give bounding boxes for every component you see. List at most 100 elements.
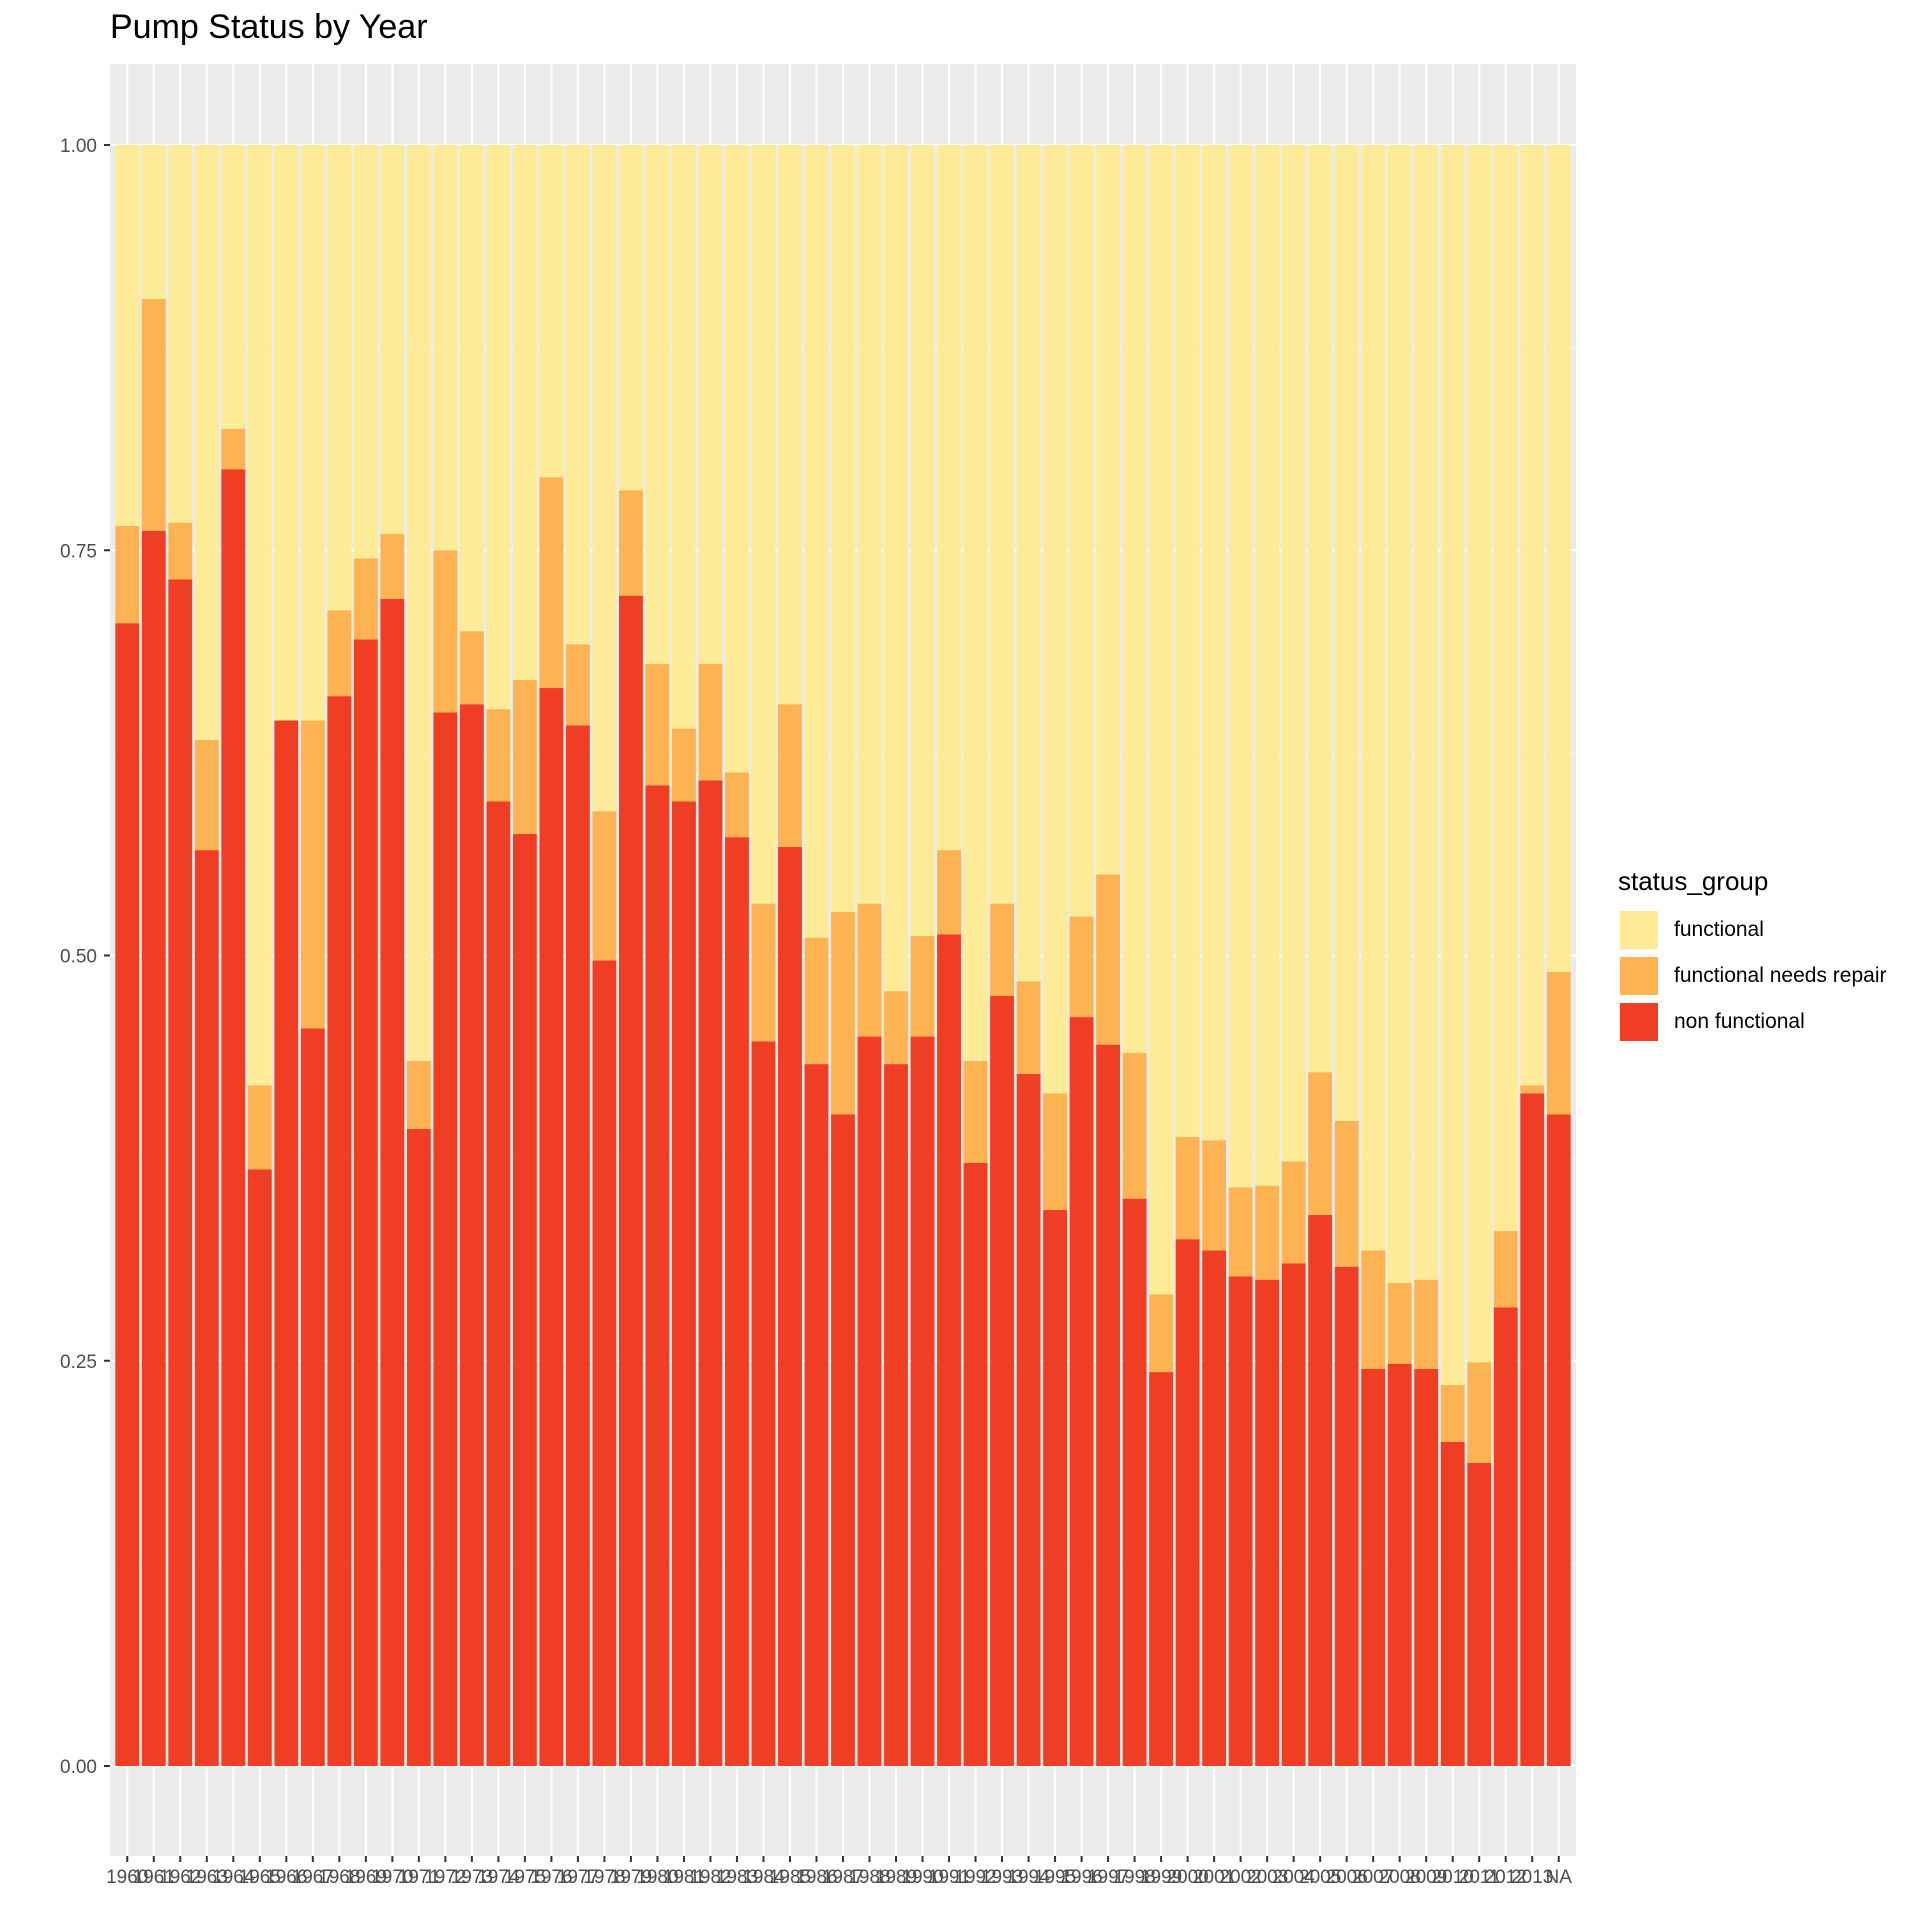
bar-functional-needs-repair-1992 — [963, 1060, 988, 1163]
bar-functional-needs-repair-1969 — [353, 558, 378, 640]
x-tick-label: 1965 — [239, 1867, 281, 1888]
legend-item-non-functional: non functional — [1618, 999, 1886, 1045]
bar-non-functional-1994 — [1016, 1073, 1041, 1766]
bar-functional-1968 — [327, 145, 352, 611]
bar-functional-1971 — [406, 145, 431, 1061]
bar-non-functional-2004 — [1281, 1263, 1306, 1766]
x-tick-label: 1970 — [371, 1867, 413, 1888]
bar-non-functional-1988 — [857, 1036, 882, 1766]
bar-functional-needs-repair-1984 — [751, 903, 776, 1042]
bar-functional-1999 — [1149, 145, 1174, 1295]
bar-functional-needs-repair-1960 — [115, 525, 140, 624]
bar-non-functional-1972 — [433, 712, 458, 1766]
bar-non-functional-1991 — [937, 934, 961, 1766]
bar-functional-1996 — [1069, 145, 1094, 917]
bar-functional-2013 — [1520, 145, 1545, 1086]
bar-functional-1995 — [1043, 145, 1068, 1094]
x-tick-label: 2006 — [1326, 1867, 1368, 1888]
y-tick-label: 0.75 — [60, 541, 97, 562]
bar-non-functional-1987 — [831, 1114, 855, 1766]
bar-functional-needs-repair-1961 — [141, 298, 166, 531]
y-tick-label: 1.00 — [60, 136, 97, 157]
bar-functional-needs-repair-1971 — [406, 1060, 431, 1129]
x-tick-label: 1972 — [424, 1867, 466, 1888]
bar-functional-needs-repair-1963 — [194, 739, 219, 851]
bar-functional-2008 — [1387, 145, 1412, 1283]
bar-non-functional-1965 — [247, 1169, 272, 1766]
bar-functional-2009 — [1414, 145, 1439, 1280]
y-tick-label: 0.00 — [60, 1757, 97, 1778]
bar-functional-needs-repair-1979 — [618, 490, 643, 596]
x-tick-label: 2012 — [1485, 1867, 1527, 1888]
bar-functional-needs-repair-2007 — [1361, 1250, 1386, 1369]
bar-functional-needs-repair-1996 — [1069, 916, 1094, 1018]
x-tick-label: 1977 — [557, 1867, 599, 1888]
bar-functional-1970 — [380, 145, 405, 535]
bar-functional-needs-repair-2004 — [1281, 1161, 1306, 1264]
bars — [115, 145, 1571, 1767]
bar-functional-needs-repair-1964 — [221, 428, 246, 470]
x-tick-label: 1993 — [981, 1867, 1023, 1888]
bar-non-functional-1995 — [1043, 1209, 1068, 1766]
bar-functional-1992 — [963, 145, 988, 1061]
bar-functional-needs-repair-2003 — [1255, 1185, 1280, 1280]
bar-non-functional-1961 — [141, 530, 166, 1766]
bar-non-functional-2003 — [1255, 1279, 1280, 1766]
bar-functional-1977 — [565, 145, 590, 645]
x-tick-label: 1994 — [1007, 1867, 1050, 1888]
bar-non-functional-1990 — [910, 1036, 935, 1766]
bar-functional-needs-repair-1973 — [459, 631, 484, 705]
bar-functional-2007 — [1361, 145, 1386, 1251]
bar-functional-needs-repair-1983 — [725, 772, 749, 838]
bar-functional-1972 — [433, 145, 458, 551]
bar-non-functional-NA — [1546, 1114, 1571, 1766]
x-tick-label: 1995 — [1034, 1867, 1076, 1888]
x-tick-label: 2004 — [1273, 1867, 1316, 1888]
y-axis: 0.00 0.25 0.50 0.75 1.00 — [60, 136, 110, 1778]
x-tick-label: 1967 — [292, 1867, 334, 1888]
x-tick-label: 1984 — [742, 1867, 785, 1888]
bar-functional-needs-repair-1998 — [1122, 1052, 1147, 1199]
x-tick-label: NA — [1546, 1867, 1573, 1888]
bar-functional-1997 — [1096, 145, 1121, 875]
bar-non-functional-2002 — [1228, 1276, 1253, 1766]
bar-non-functional-1967 — [300, 1028, 325, 1766]
bar-non-functional-1975 — [512, 833, 537, 1766]
bar-functional-needs-repair-1968 — [327, 610, 352, 697]
x-tick-label: 1968 — [318, 1867, 360, 1888]
bar-non-functional-1966 — [274, 720, 299, 1766]
x-tick-label: 2011 — [1459, 1867, 1500, 1888]
bar-non-functional-2005 — [1308, 1214, 1333, 1766]
bar-non-functional-1992 — [963, 1162, 988, 1766]
bar-functional-needs-repair-1994 — [1016, 981, 1041, 1074]
legend-key-functional — [1618, 909, 1660, 951]
x-tick-label: 1971 — [398, 1867, 440, 1888]
bar-non-functional-1969 — [353, 639, 378, 1766]
bar-functional-needs-repair-1977 — [565, 644, 590, 726]
x-tick-label: 1989 — [875, 1867, 917, 1888]
bar-non-functional-2009 — [1414, 1368, 1439, 1766]
bar-non-functional-1985 — [778, 846, 802, 1766]
bar-functional-1985 — [778, 145, 802, 705]
bar-functional-needs-repair-2009 — [1414, 1279, 1439, 1369]
bar-functional-2012 — [1493, 145, 1518, 1232]
bar-functional-1964 — [221, 145, 246, 429]
bar-functional-1991 — [937, 145, 961, 851]
bar-non-functional-2010 — [1440, 1441, 1465, 1766]
bar-non-functional-1993 — [990, 996, 1014, 1766]
y-tick-label: 0.25 — [60, 1352, 97, 1373]
legend-item-functional-needs-repair: functional needs repair — [1618, 953, 1886, 999]
bar-functional-2000 — [1175, 145, 1200, 1138]
x-tick-label: 2005 — [1299, 1867, 1341, 1888]
x-tick-label: 1985 — [769, 1867, 811, 1888]
bar-functional-needs-repair-2013 — [1520, 1085, 1545, 1094]
x-tick-label: 1980 — [636, 1867, 678, 1888]
bar-functional-needs-repair-2006 — [1334, 1120, 1359, 1267]
bar-functional-1993 — [990, 145, 1014, 904]
bar-non-functional-1968 — [327, 696, 352, 1766]
bar-functional-needs-repair-1975 — [512, 679, 537, 834]
bar-functional-1989 — [884, 145, 908, 992]
bar-non-functional-2006 — [1334, 1266, 1359, 1766]
bar-functional-1994 — [1016, 145, 1041, 982]
bar-functional-needs-repair-1967 — [300, 720, 325, 1029]
